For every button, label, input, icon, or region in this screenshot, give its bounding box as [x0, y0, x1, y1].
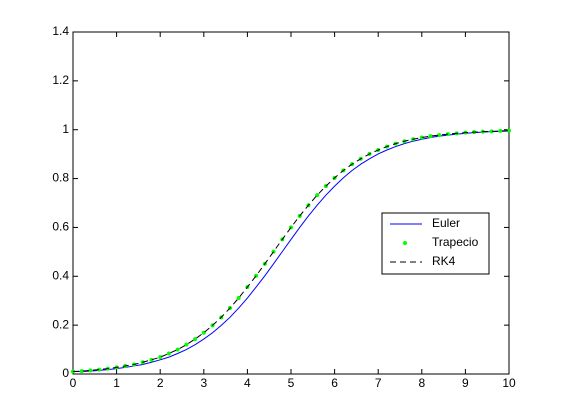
data-point [149, 357, 154, 362]
legend-marker [403, 241, 407, 245]
data-point [97, 367, 102, 372]
y-tick-label: 0.6 [52, 220, 69, 234]
legend-label: Trapecio [432, 235, 479, 249]
data-point [236, 296, 241, 301]
x-tick-label: 5 [288, 376, 295, 390]
data-point [507, 128, 511, 133]
x-tick-label: 8 [418, 376, 425, 390]
data-point [158, 355, 163, 360]
data-point [489, 129, 494, 134]
legend-label: Euler [432, 216, 460, 230]
data-point [193, 337, 198, 342]
x-tick-label: 9 [462, 376, 469, 390]
data-point [166, 351, 171, 356]
series-line [73, 130, 510, 373]
legend-box [381, 212, 490, 275]
x-tick-label: 6 [331, 376, 338, 390]
x-tick-label: 4 [244, 376, 251, 390]
x-tick-label: 7 [375, 376, 382, 390]
data-point [437, 133, 442, 138]
data-point [79, 369, 84, 374]
series-line [72, 130, 510, 373]
y-tick-label: 0.2 [52, 317, 69, 331]
legend-label: RK4 [432, 254, 456, 268]
y-tick-label: 1.2 [52, 73, 69, 87]
data-point [419, 135, 424, 140]
x-tick-label: 1 [113, 376, 120, 390]
data-point [315, 193, 320, 198]
plot-area [72, 31, 510, 375]
data-point [175, 347, 180, 352]
y-tick-label: 1.4 [52, 24, 69, 38]
data-point [428, 134, 433, 139]
y-tick-label: 0.4 [52, 268, 69, 282]
x-tick-label: 0 [70, 376, 77, 390]
data-point [88, 368, 93, 373]
data-point [184, 342, 189, 347]
x-tick-label: 10 [502, 376, 516, 390]
data-point [498, 128, 503, 133]
y-tick-label: 0.8 [52, 171, 69, 185]
y-tick-label: 1 [62, 122, 69, 136]
y-tick-label: 0 [62, 366, 69, 380]
x-tick-label: 2 [157, 376, 164, 390]
x-tick-label: 3 [200, 376, 207, 390]
